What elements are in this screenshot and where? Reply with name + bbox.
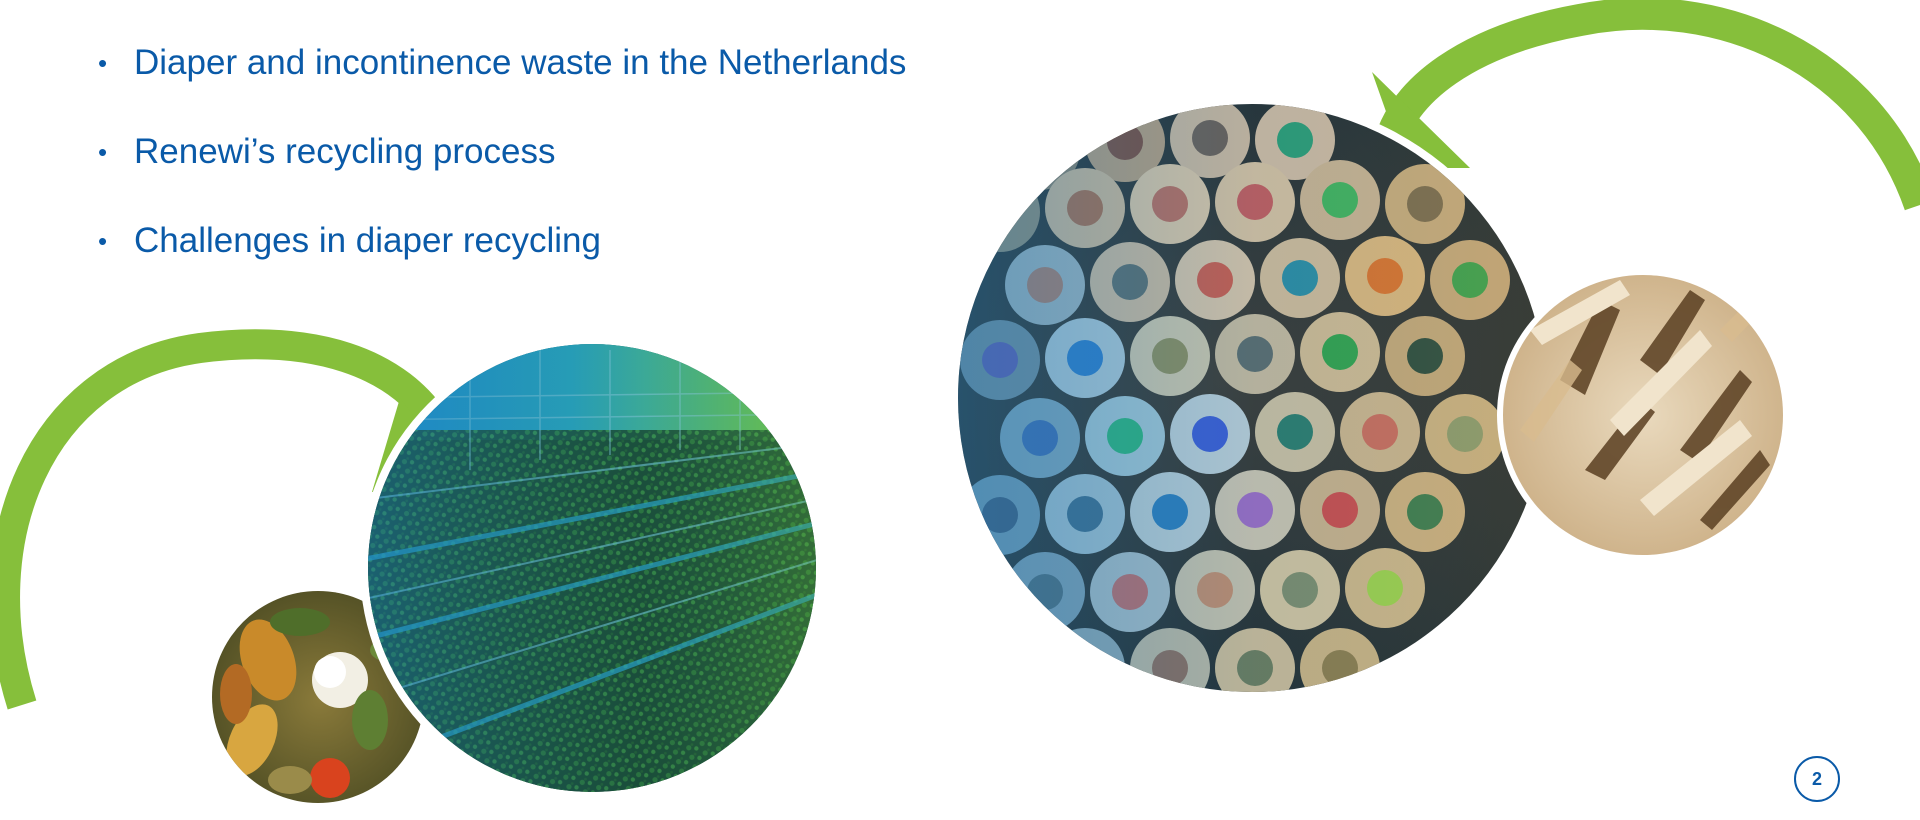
agenda-item-diaper-waste: Diaper and incontinence waste in the Net… (98, 42, 906, 84)
colored-pencils-photo (950, 96, 1554, 700)
agenda-item-recycling-process: Renewi’s recycling process (98, 131, 906, 173)
agenda-list: Diaper and incontinence waste in the Net… (98, 42, 906, 309)
page-number-badge: 2 (1794, 756, 1840, 802)
wood-pallet-photo (1497, 269, 1789, 561)
circular-arrow-right (1372, 0, 1920, 211)
agenda-item-challenges: Challenges in diaper recycling (98, 220, 906, 262)
greenhouse-photo (360, 336, 824, 800)
